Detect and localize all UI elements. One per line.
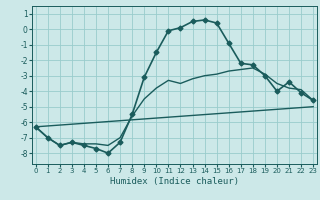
X-axis label: Humidex (Indice chaleur): Humidex (Indice chaleur) [110, 177, 239, 186]
